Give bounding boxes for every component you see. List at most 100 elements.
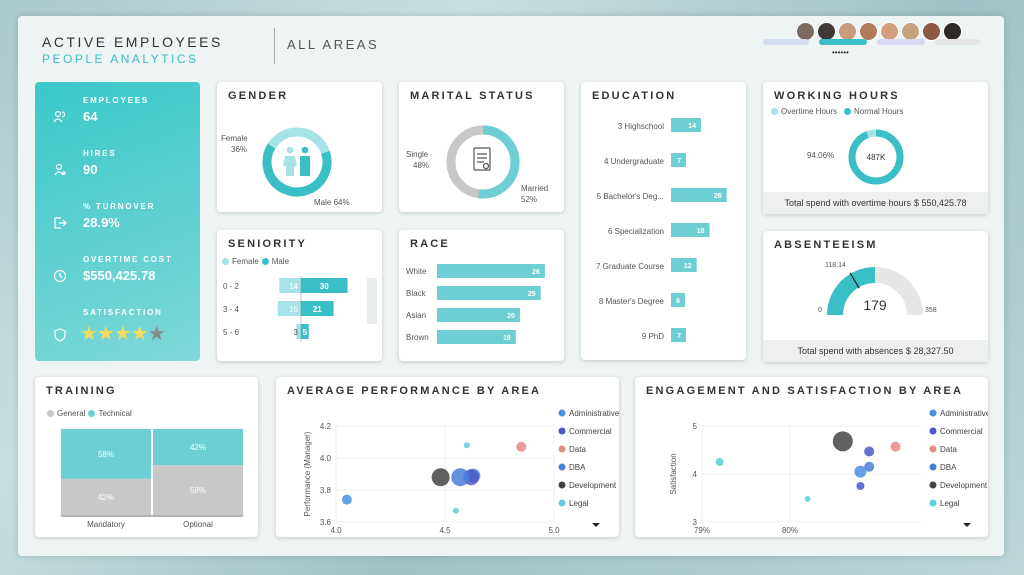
card-title: TRAINING bbox=[46, 385, 117, 397]
male-legend-dot bbox=[261, 258, 269, 265]
legend-marker bbox=[929, 499, 937, 507]
tick-label: 4 Undergraduate bbox=[604, 157, 665, 166]
card-title: SENIORITY bbox=[228, 238, 308, 250]
data-label: 19 bbox=[503, 335, 511, 342]
gender-card[interactable]: GENDER Female 36% Male 64% bbox=[217, 82, 382, 212]
tick-label: 3.8 bbox=[320, 486, 332, 495]
bar-technical bbox=[61, 429, 151, 479]
legend-label: Data bbox=[569, 445, 586, 454]
card-title: RACE bbox=[410, 238, 450, 250]
expand-caret-icon bbox=[963, 523, 971, 527]
married-pct: 52% bbox=[521, 195, 538, 204]
legend-overtime: Overtime Hours bbox=[781, 107, 838, 116]
scrollbar bbox=[367, 278, 377, 324]
general-legend-dot bbox=[47, 410, 54, 417]
avatar[interactable] bbox=[922, 22, 941, 41]
exit-icon bbox=[54, 217, 67, 229]
scatter-point bbox=[341, 494, 352, 505]
tick-label: 3.6 bbox=[320, 518, 332, 527]
male-label: Male 64% bbox=[314, 198, 350, 207]
legend-label: Data bbox=[940, 445, 957, 454]
donut-center-label: 487K bbox=[866, 153, 886, 162]
absenteeism-card[interactable]: ABSENTEEISM 179 0 358 118.14 Total spend… bbox=[763, 231, 988, 362]
card-title: MARITAL STATUS bbox=[410, 90, 535, 102]
legend-male: Male bbox=[271, 257, 290, 266]
bar bbox=[437, 264, 545, 278]
bar bbox=[671, 223, 710, 237]
page-tab-3[interactable] bbox=[877, 39, 925, 45]
bar-female bbox=[296, 324, 301, 339]
scatter-point bbox=[463, 442, 470, 449]
tick-label: 6 Specialization bbox=[608, 227, 664, 236]
gauge-min: 0 bbox=[818, 307, 822, 314]
tick-label: 5 - 6 bbox=[223, 328, 240, 337]
bar-male bbox=[301, 324, 309, 339]
female-legend-dot bbox=[222, 258, 229, 265]
data-label: 26 bbox=[532, 269, 540, 276]
page-tab-1[interactable] bbox=[763, 39, 809, 45]
legend-marker bbox=[558, 499, 566, 507]
clock-icon bbox=[53, 269, 67, 283]
scatter-point bbox=[516, 441, 527, 452]
female-label: Female bbox=[221, 134, 248, 143]
working-hours-donut bbox=[848, 129, 904, 185]
kpi-panel: EMPLOYEES 64 HIRES 90 % TURNOVER 28.9% O… bbox=[35, 82, 200, 361]
engagement-card[interactable]: ENGAGEMENT AND SATISFACTION BY AREA 3 4 5 7… bbox=[635, 377, 988, 537]
education-card[interactable]: EDUCATION 3 Highschool 14 4 Undergraduate 7… bbox=[581, 82, 746, 360]
data-label: 30 bbox=[320, 282, 329, 291]
donut-segment-married bbox=[446, 125, 520, 199]
card-title: AVERAGE PERFORMANCE BY AREA bbox=[287, 385, 542, 397]
data-label: 58% bbox=[190, 486, 206, 495]
star-rating-icon: ★★★★ bbox=[80, 323, 149, 345]
normal-legend-dot bbox=[844, 108, 852, 115]
tick-label: 7 Graduate Course bbox=[596, 262, 665, 271]
legend-label: Commercial bbox=[569, 427, 612, 436]
page-tab-2[interactable] bbox=[819, 39, 867, 45]
page-tab-4[interactable] bbox=[935, 39, 980, 45]
absences-spend-footer: Total spend with absences $ 28,327.50 bbox=[763, 340, 988, 362]
race-card[interactable]: RACE White 26 Black 25 Asian 20 Brown 19 bbox=[399, 230, 564, 361]
users-icon bbox=[53, 110, 66, 123]
tick-label: 4.0 bbox=[320, 454, 332, 463]
kpi-overtime-cost: OVERTIME COST $550,425.78 bbox=[35, 255, 200, 305]
y-axis-label: Performance (Manager) bbox=[303, 431, 312, 516]
performance-card[interactable]: AVERAGE PERFORMANCE BY AREA 3.6 3.8 4.0 4.2… bbox=[276, 377, 619, 537]
data-label: 6 bbox=[676, 298, 680, 305]
kpi-label: HIRES bbox=[83, 149, 117, 158]
footer-value: $ 550,425.78 bbox=[914, 198, 967, 208]
working-hours-card[interactable]: WORKING HOURS Overtime Hours Normal Hour… bbox=[763, 82, 988, 214]
data-label: 3 bbox=[294, 328, 299, 337]
technical-legend-dot bbox=[88, 410, 96, 417]
seniority-card[interactable]: SENIORITY Female Male 0 - 2 14 30 3 - 4 15 21… bbox=[217, 230, 382, 361]
scatter-point bbox=[804, 495, 811, 502]
page-title: ACTIVE EMPLOYEES bbox=[42, 34, 223, 50]
avatar[interactable] bbox=[859, 22, 878, 41]
tick-label: Mandatory bbox=[87, 520, 125, 529]
document-icon bbox=[473, 147, 491, 171]
tick-label: 3 Highschool bbox=[618, 122, 664, 131]
tick-label: 5 Bachelor's Deg... bbox=[597, 192, 664, 201]
tick-label: White bbox=[406, 267, 427, 276]
tick-label: Brown bbox=[406, 333, 429, 342]
married-label: Married bbox=[521, 184, 549, 193]
legend-marker bbox=[558, 481, 566, 489]
legend-normal: Normal Hours bbox=[854, 107, 904, 116]
tick-label: 4 bbox=[693, 470, 698, 479]
page-indicator: •••••• bbox=[832, 48, 849, 57]
marital-card[interactable]: MARITAL STATUS Single 48% Married 52% bbox=[399, 82, 564, 212]
legend-marker bbox=[929, 427, 937, 435]
tick-label: 0 - 2 bbox=[223, 282, 240, 291]
donut-segment-normal bbox=[848, 129, 904, 185]
bar bbox=[437, 286, 541, 300]
tick-label: 5 bbox=[693, 422, 698, 431]
data-label: 5 bbox=[303, 328, 308, 337]
scatter-point bbox=[890, 441, 901, 452]
training-card[interactable]: TRAINING General Technical 58% 42% Mandato… bbox=[35, 377, 258, 537]
kpi-hires: HIRES 90 bbox=[35, 149, 200, 199]
legend-label: Development bbox=[940, 481, 988, 490]
kpi-label: EMPLOYEES bbox=[83, 96, 149, 105]
bar bbox=[437, 330, 516, 344]
tick-label: Optional bbox=[183, 520, 213, 529]
